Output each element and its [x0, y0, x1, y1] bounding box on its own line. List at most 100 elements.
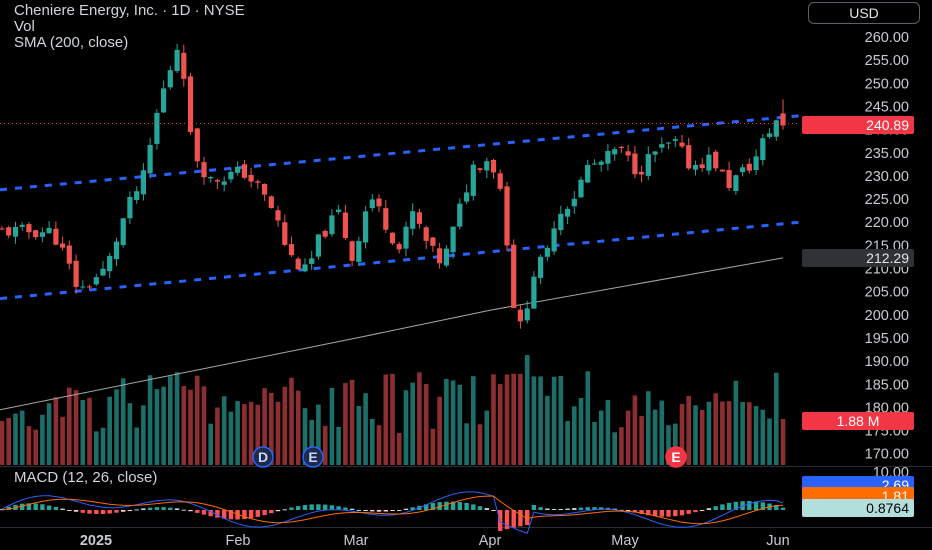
volume-bar — [26, 426, 32, 465]
time-axis[interactable]: 2025 Feb Mar Apr May Jun — [80, 533, 790, 549]
candle-body — [585, 164, 591, 183]
candle-body — [53, 228, 59, 245]
candle-body — [746, 163, 752, 171]
candle-body — [699, 164, 705, 168]
price-tick-label: 255.00 — [865, 53, 909, 69]
volume-bar — [87, 397, 92, 465]
macd-histogram-bar — [484, 508, 489, 510]
candle-body — [201, 162, 207, 178]
macd-histogram-bar — [349, 508, 355, 510]
macd-histogram-bar — [659, 510, 664, 517]
candle-body — [221, 181, 227, 185]
macd-histogram-bar — [700, 510, 705, 511]
volume-bar — [524, 355, 530, 465]
macd-histogram-bar — [215, 510, 220, 518]
macd-histogram-bar — [94, 510, 99, 514]
candle-body — [686, 145, 692, 169]
volume-bar — [484, 410, 490, 465]
volume-bar — [174, 372, 180, 465]
candle-body — [672, 139, 678, 141]
event-marker-e[interactable]: E — [665, 446, 687, 468]
macd-histogram-bar — [390, 510, 395, 511]
macd-histogram-bar — [747, 501, 752, 510]
macd-histogram-bar — [67, 510, 72, 511]
last-price-tag-text: 240.89 — [866, 117, 909, 133]
volume-bars — [0, 355, 786, 465]
candle-body — [369, 199, 375, 209]
macd-histogram-bar — [370, 510, 375, 512]
volume-bar — [349, 379, 355, 465]
candle-body — [329, 215, 335, 235]
event-marker-d[interactable]: D — [252, 446, 274, 468]
candle-body — [753, 156, 759, 170]
currency-button[interactable]: USD — [808, 2, 920, 24]
volume-bar — [201, 386, 207, 465]
candle-body — [113, 241, 120, 260]
volume-bar — [80, 400, 86, 465]
volume-bar — [504, 374, 510, 465]
time-axis-label: Feb — [226, 533, 251, 549]
volume-legend[interactable]: Vol — [14, 18, 35, 35]
volume-bar — [673, 423, 678, 465]
volume-bar — [518, 373, 523, 465]
macd-histogram-bar — [336, 506, 341, 510]
macd-histogram-bar — [161, 507, 166, 510]
volume-bar — [94, 431, 99, 465]
event-marker-letter: D — [258, 449, 268, 465]
symbol-title[interactable]: Cheniere Energy, Inc. · 1D · NYSE — [14, 2, 245, 19]
macd-histogram-bar — [53, 507, 59, 510]
histogram-value-tag-text: 0.8764 — [866, 500, 909, 516]
candle-body — [551, 228, 557, 252]
volume-bar — [720, 401, 725, 465]
candle-body — [39, 232, 45, 237]
macd-histogram-bar — [376, 510, 382, 512]
volume-bar — [33, 429, 38, 465]
candle-body — [504, 186, 510, 246]
candle-body — [33, 230, 39, 238]
candle-body — [383, 208, 389, 230]
volume-bar — [161, 386, 166, 465]
volume-bar — [699, 410, 705, 465]
volume-tag: 1.88 M — [802, 412, 914, 430]
candle-body — [342, 212, 348, 239]
sma-legend[interactable]: SMA (200, close) — [14, 34, 129, 51]
volume-bar — [383, 374, 389, 465]
macd-histogram-bar — [168, 507, 173, 510]
candle-body — [477, 168, 483, 170]
price-tick-label: 235.00 — [865, 146, 909, 162]
macd-histogram-bar — [269, 510, 274, 514]
macd-histogram-bar — [73, 510, 79, 512]
price-tick-label: 260.00 — [865, 30, 909, 46]
candle-body — [0, 228, 5, 230]
macd-histogram-bar — [195, 510, 200, 513]
volume-bar — [551, 376, 557, 465]
volume-bar — [228, 411, 234, 465]
macd-histogram-bar — [242, 510, 247, 520]
macd-pane — [0, 491, 786, 535]
candle-body — [262, 184, 268, 195]
candle-body — [423, 227, 429, 241]
macd-legend[interactable]: MACD (12, 26, close) — [14, 469, 158, 486]
event-marker-circle — [302, 446, 324, 468]
candle-body — [6, 227, 12, 236]
candle-body — [457, 203, 463, 227]
candle-body — [430, 237, 436, 246]
price-tick-label: 220.00 — [865, 215, 909, 231]
volume-bar — [309, 420, 314, 465]
volume-bar — [262, 388, 267, 465]
candle-body — [740, 167, 746, 173]
price-tick-label: 205.00 — [865, 285, 909, 301]
volume-bar — [572, 406, 577, 465]
macd-histogram-bar — [430, 503, 436, 510]
volume-bar — [322, 425, 328, 465]
volume-bar — [120, 378, 126, 465]
volume-bar — [612, 432, 617, 465]
candle-body — [154, 112, 160, 144]
candle-body — [652, 151, 658, 155]
volume-bar — [154, 389, 160, 465]
event-marker-e[interactable]: E — [302, 446, 324, 468]
volume-bar — [147, 375, 153, 465]
